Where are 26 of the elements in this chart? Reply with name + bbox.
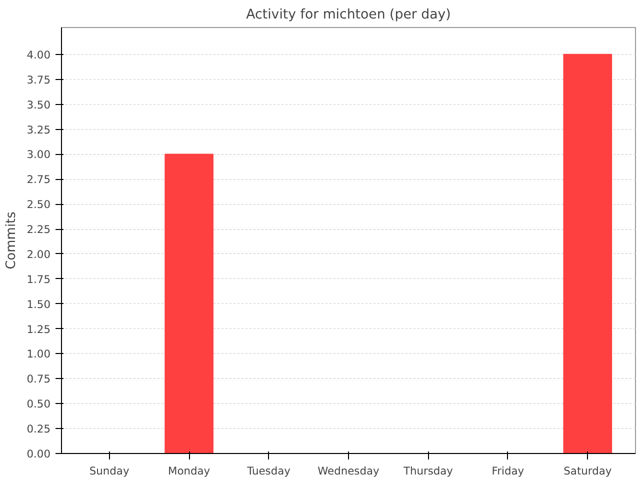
y-tick-label: 0.00 [26,448,51,460]
x-tick-label: Wednesday [318,464,380,478]
y-tick-label: 1.75 [26,272,51,286]
y-tick-label: 2.25 [26,223,51,236]
y-tick-label: 2.00 [26,248,51,261]
y-tick-label: 3.75 [26,73,51,86]
y-tick-label: 0.25 [26,422,51,436]
x-tick-label: Friday [492,464,524,478]
x-tick-label: Sunday [89,464,130,478]
x-tick-label: Saturday [564,464,612,478]
x-tick-label: Tuesday [246,464,290,478]
y-tick-label: 1.25 [26,322,51,336]
x-tick-label: Thursday [402,464,454,478]
y-axis-title: Commits [4,211,19,270]
y-tick-label: 3.50 [26,98,51,112]
y-tick-label: 2.75 [26,173,51,186]
y-tick-label: 4.00 [26,48,51,62]
y-tick-label: 1.00 [26,348,51,361]
y-tick-label: 2.50 [26,198,51,212]
x-tick-label: Monday [168,464,210,478]
y-tick-label: 1.50 [26,298,51,311]
chart-title: Activity for michtoen (per day) [246,8,451,22]
y-tick-label: 0.75 [26,372,51,386]
y-tick-label: 3.00 [26,148,51,162]
y-tick-label: 0.50 [26,398,51,411]
y-tick-label: 3.25 [26,123,51,136]
